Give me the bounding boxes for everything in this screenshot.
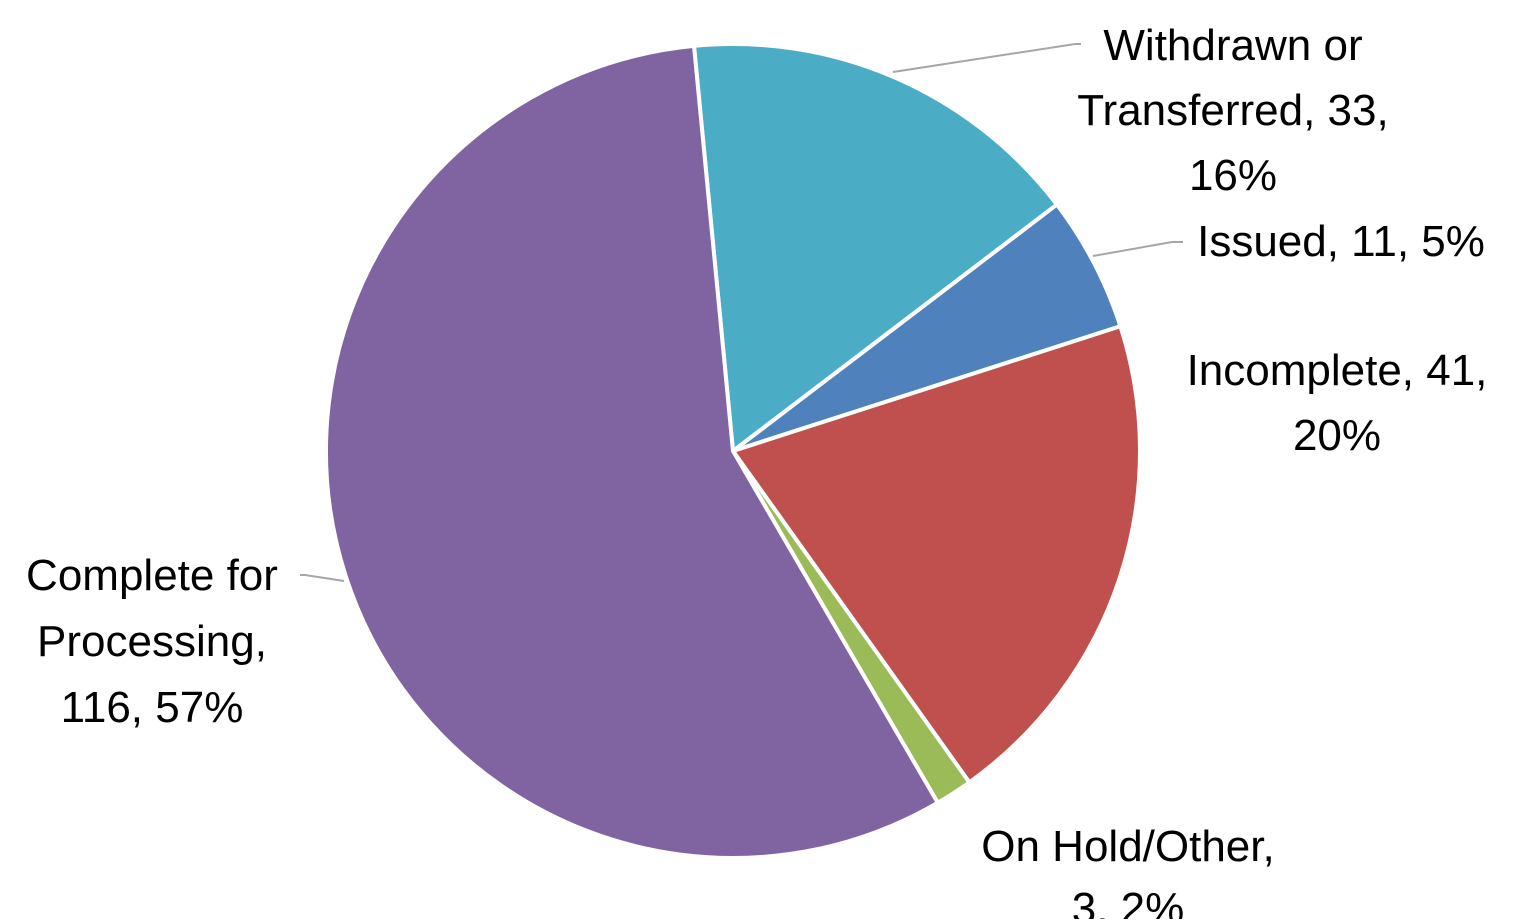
data-label-line: Processing, <box>37 617 267 666</box>
data-label-line: 3, 2% <box>1072 884 1185 920</box>
data-label-withdrawn-or-transferred: Withdrawn or Transferred, 33, 16% <box>1077 21 1388 200</box>
data-label-on-hold-other: On Hold/Other, 3, 2% <box>981 822 1274 920</box>
data-label-issued: Issued, 11, 5% <box>1197 217 1485 266</box>
leader-lines <box>300 43 1183 582</box>
leader-line-withdrawn-or-transferred <box>892 43 1081 73</box>
slice-withdrawn-or-transferred <box>691 42 1059 453</box>
pie-slices <box>324 42 1142 860</box>
data-label-line: On Hold/Other, <box>981 822 1274 871</box>
data-label-line: Issued, 11, 5% <box>1197 217 1485 266</box>
data-label-line: 116, 57% <box>61 683 244 732</box>
leader-line-issued <box>1092 241 1183 257</box>
slice-issued <box>731 202 1123 453</box>
data-label-line: 20% <box>1293 411 1381 460</box>
data-label-line: Transferred, 33, <box>1077 86 1388 135</box>
leader-line-complete-for-processing <box>300 574 345 582</box>
slice-complete-for-processing <box>324 43 940 860</box>
data-label-complete-for-processing: Complete for Processing, 116, 57% <box>26 551 278 732</box>
data-labels: Withdrawn or Transferred, 33, 16% Issued, 1… <box>26 21 1488 924</box>
data-label-line: Withdrawn or <box>1103 21 1362 70</box>
data-label-line: Incomplete, 41, <box>1187 346 1488 395</box>
data-label-line: Complete for <box>26 551 278 600</box>
data-label-incomplete: Incomplete, 41, 20% <box>1187 346 1488 460</box>
data-label-line: 16% <box>1189 151 1277 200</box>
slice-incomplete <box>731 324 1142 785</box>
